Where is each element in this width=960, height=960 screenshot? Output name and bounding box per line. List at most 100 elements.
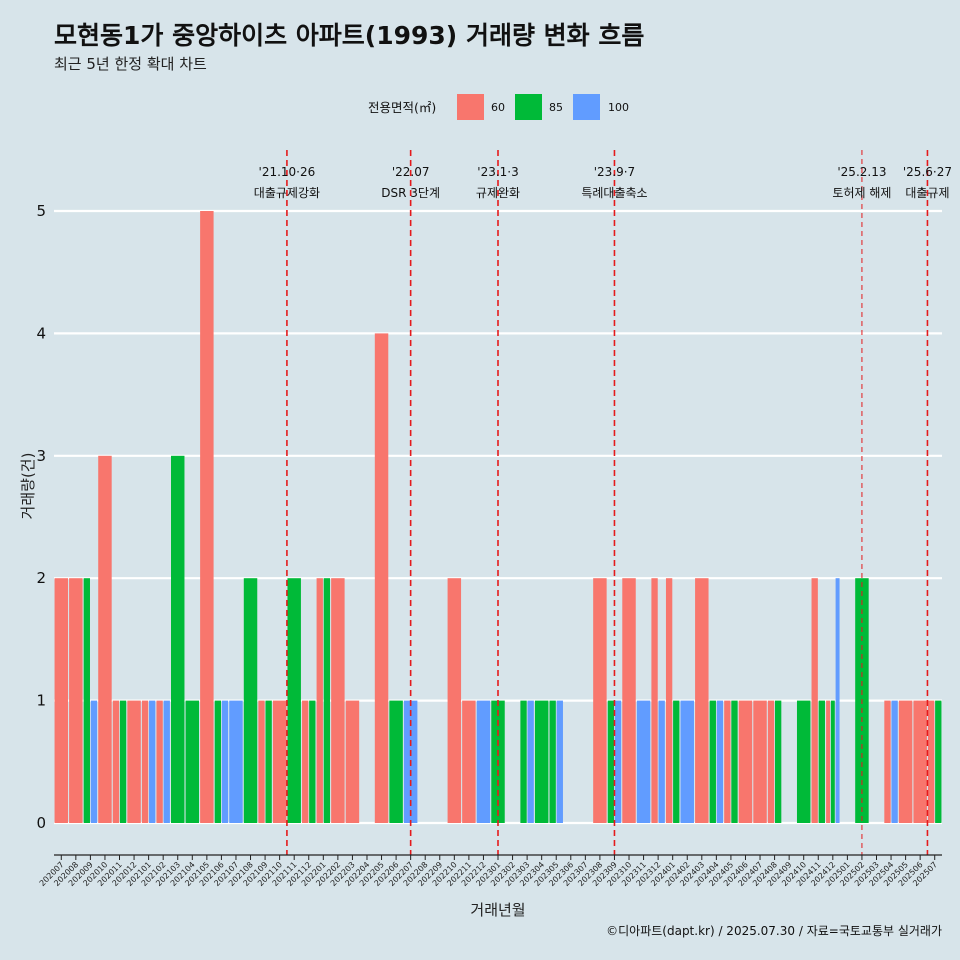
bar-60-202310	[622, 578, 636, 823]
bar-60-202102	[156, 700, 163, 823]
legend-label-85: 85	[549, 101, 563, 114]
legend-swatch-60	[457, 94, 484, 120]
y-tick-label: 1	[36, 692, 46, 710]
y-tick-label: 5	[36, 202, 46, 220]
bar-100-202106	[221, 700, 229, 823]
bar-85-202303	[520, 700, 527, 823]
bar-85-202411	[818, 700, 825, 823]
bar-60-202007	[54, 578, 69, 823]
bar-60-202210	[447, 578, 462, 823]
chart-subtitle: 최근 5년 한정 확대 차트	[54, 55, 207, 73]
bar-60-202205	[374, 333, 389, 823]
bar-60-202505	[898, 700, 913, 823]
bar-60-202407	[753, 700, 767, 823]
bar-85-202104	[185, 700, 200, 823]
bar-60-202105	[200, 211, 214, 823]
event-date: '21.10·26	[259, 165, 316, 179]
bar-85-202103	[171, 455, 185, 823]
bar-60-202201	[316, 578, 323, 823]
bar-60-202110	[272, 700, 287, 823]
bar-85-202011	[119, 700, 127, 823]
event-date: '23.9·7	[594, 165, 635, 179]
bar-60-202504	[884, 700, 891, 823]
event-date: '23.1·3	[477, 165, 518, 179]
bar-60-202412	[826, 700, 831, 823]
bar-60-202411	[811, 578, 818, 823]
bar-85-202111	[287, 578, 301, 823]
bar-85-202201	[323, 578, 331, 823]
bar-85-202404	[709, 700, 716, 823]
bar-100-202309	[614, 700, 622, 823]
bar-100-202101	[149, 700, 156, 823]
bar-100-202404	[716, 700, 724, 823]
bar-85-202309	[607, 700, 615, 823]
event-label: 규제완화	[476, 186, 520, 200]
bar-100-202312	[658, 700, 665, 823]
y-axis-label: 거래량(건)	[19, 453, 37, 520]
chart-title: 모현동1가 중앙하이츠 아파트(1993) 거래량 변화 흐름	[54, 21, 644, 50]
bar-100-202305	[556, 700, 563, 823]
legend-label-60: 60	[491, 101, 505, 114]
event-date: '25.6·27	[903, 165, 952, 179]
bar-85-202109	[265, 700, 272, 823]
bar-60-202408	[767, 700, 775, 823]
bar-85-202412	[830, 700, 835, 823]
legend-title: 전용면적(㎡)	[368, 100, 436, 115]
x-axis-label: 거래년월	[470, 901, 525, 919]
bar-60-202312	[651, 578, 658, 823]
event-markers: '21.10·26 대출규제강화 '22.07 DSR 3단계 '23.1·3 규제완화 '…	[254, 150, 952, 855]
y-tick-label: 2	[36, 569, 46, 587]
bar-100-202212	[476, 700, 491, 823]
bar-60-202405	[724, 700, 731, 823]
legend: 전용면적(㎡) 60 85 100	[368, 94, 629, 120]
bar-60-202112	[302, 700, 309, 823]
bar-60-202507	[927, 700, 935, 823]
bar-60-202010	[98, 455, 112, 823]
bar-60-202211	[462, 700, 476, 823]
bar-85-202405	[731, 700, 738, 823]
y-axis-ticks: 0 1 2 3 4 5	[36, 202, 46, 832]
bar-60-202202	[331, 578, 345, 823]
bar-85-202304	[534, 700, 549, 823]
bar-60-202401	[665, 578, 673, 823]
x-axis: 2020072020082020092020102020112020122021…	[38, 854, 942, 888]
bar-100-202412	[835, 578, 840, 823]
bar-60-202109	[258, 700, 265, 823]
y-tick-label: 4	[36, 324, 46, 342]
bar-85-202112	[309, 700, 316, 823]
y-tick-label: 3	[36, 447, 46, 465]
bar-85-202108	[243, 578, 258, 823]
bar-60-202011	[112, 700, 120, 823]
bar-85-202305	[549, 700, 556, 823]
event-label: 대출규제	[905, 186, 949, 200]
bar-85-202401	[673, 700, 680, 823]
event-label: DSR 3단계	[381, 186, 440, 200]
legend-swatch-85	[515, 94, 542, 120]
bar-100-202009	[90, 700, 98, 823]
bar-60-202203	[345, 700, 360, 823]
bar-100-202303	[527, 700, 534, 823]
bar-60-202406	[738, 700, 753, 823]
bar-60-202506	[913, 700, 927, 823]
bar-85-202206	[389, 700, 403, 823]
event-label: 토허제 해제	[832, 186, 891, 200]
bar-100-202402	[680, 700, 694, 823]
bar-60-202012	[127, 700, 141, 823]
caption: ©디아파트(dapt.kr) / 2025.07.30 / 자료=국토교통부 실…	[606, 924, 942, 938]
bar-100-202107	[229, 700, 243, 823]
event-label: 특례대출축소	[581, 186, 647, 200]
bar-100-202102	[163, 700, 170, 823]
event-label: 대출규제강화	[254, 186, 320, 200]
event-date: '25.2.13	[837, 165, 886, 179]
y-tick-label: 0	[36, 814, 46, 832]
bar-85-202408	[774, 700, 782, 823]
bar-60-202101	[141, 700, 149, 823]
bar-60-202308	[593, 578, 607, 823]
bar-60-202403	[695, 578, 709, 823]
bar-85-202507	[935, 700, 942, 823]
bar-100-202504	[891, 700, 898, 823]
bar-85-202410	[796, 700, 811, 823]
legend-swatch-100	[573, 94, 600, 120]
event-date: '22.07	[392, 165, 430, 179]
